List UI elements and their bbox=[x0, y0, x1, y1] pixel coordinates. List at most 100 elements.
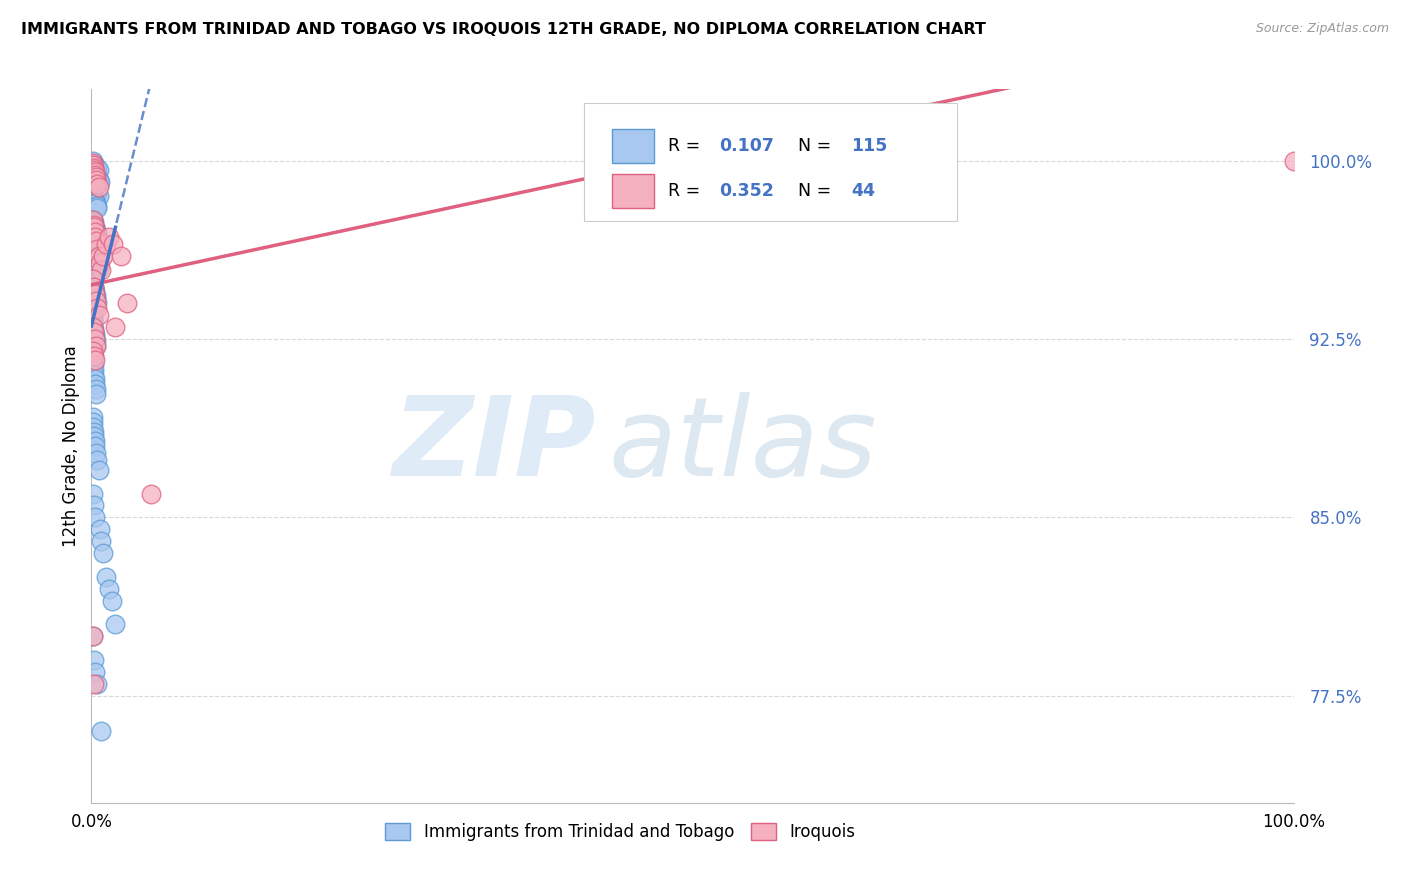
Point bbox=[84, 251, 107, 265]
Point bbox=[83, 170, 105, 185]
Point bbox=[86, 301, 108, 315]
Point bbox=[84, 163, 107, 178]
Point bbox=[82, 275, 104, 289]
Point bbox=[84, 285, 107, 299]
Point bbox=[84, 182, 107, 196]
Point bbox=[83, 358, 105, 372]
Point bbox=[84, 510, 107, 524]
Point bbox=[89, 256, 111, 270]
Point bbox=[84, 158, 107, 172]
Point bbox=[83, 279, 105, 293]
Point bbox=[84, 172, 107, 186]
Point bbox=[82, 320, 104, 334]
Point bbox=[83, 192, 105, 206]
Legend: Immigrants from Trinidad and Tobago, Iroquois: Immigrants from Trinidad and Tobago, Iro… bbox=[378, 816, 862, 848]
Point bbox=[84, 286, 107, 301]
Point bbox=[83, 179, 105, 194]
Point bbox=[82, 349, 104, 363]
Point bbox=[84, 186, 107, 201]
Point bbox=[83, 653, 105, 667]
Point bbox=[84, 196, 107, 211]
Bar bbox=[612, 174, 654, 209]
Point bbox=[86, 170, 108, 185]
Point bbox=[83, 325, 105, 339]
Point bbox=[84, 665, 107, 679]
Point bbox=[83, 349, 105, 363]
Point bbox=[84, 185, 107, 199]
Text: 44: 44 bbox=[851, 182, 875, 200]
Bar bbox=[612, 129, 654, 163]
Point bbox=[84, 372, 107, 386]
Point bbox=[94, 570, 117, 584]
Point bbox=[89, 522, 111, 536]
Point bbox=[1282, 153, 1305, 168]
Point bbox=[83, 499, 105, 513]
Point bbox=[84, 446, 107, 460]
Point bbox=[82, 213, 104, 227]
Point bbox=[90, 263, 112, 277]
Text: 0.107: 0.107 bbox=[718, 137, 773, 155]
Point bbox=[86, 199, 108, 213]
Point bbox=[87, 179, 110, 194]
Point bbox=[83, 322, 105, 336]
Point bbox=[89, 175, 111, 189]
Point bbox=[83, 244, 105, 258]
Point bbox=[82, 343, 104, 358]
Point bbox=[83, 215, 105, 229]
Point bbox=[84, 229, 107, 244]
Point bbox=[84, 286, 107, 301]
Point bbox=[84, 235, 107, 249]
Point bbox=[84, 289, 107, 303]
Point bbox=[84, 353, 107, 368]
Point bbox=[84, 222, 107, 236]
Point bbox=[83, 161, 105, 175]
Point bbox=[84, 339, 107, 353]
Point bbox=[86, 242, 108, 256]
Point bbox=[83, 279, 105, 293]
Point bbox=[82, 215, 104, 229]
Point bbox=[84, 163, 107, 178]
Point bbox=[82, 192, 104, 206]
Point bbox=[84, 382, 107, 396]
Text: IMMIGRANTS FROM TRINIDAD AND TOBAGO VS IROQUOIS 12TH GRADE, NO DIPLOMA CORRELATI: IMMIGRANTS FROM TRINIDAD AND TOBAGO VS I… bbox=[21, 22, 986, 37]
Point bbox=[84, 194, 107, 208]
Point bbox=[86, 161, 108, 175]
Point bbox=[86, 227, 108, 242]
Point bbox=[82, 308, 104, 322]
Text: atlas: atlas bbox=[609, 392, 877, 500]
Point bbox=[82, 239, 104, 253]
Point bbox=[84, 172, 107, 186]
Point bbox=[82, 272, 104, 286]
Point bbox=[98, 229, 121, 244]
Point bbox=[84, 182, 107, 196]
Point bbox=[86, 201, 108, 215]
Point bbox=[84, 439, 107, 453]
Point bbox=[82, 165, 104, 179]
Point bbox=[84, 249, 107, 263]
Point bbox=[98, 582, 121, 596]
Point bbox=[87, 178, 110, 192]
Point bbox=[84, 386, 107, 401]
Point bbox=[82, 156, 104, 170]
Point bbox=[84, 222, 107, 236]
Text: R =: R = bbox=[668, 137, 706, 155]
Point bbox=[94, 236, 117, 251]
Y-axis label: 12th Grade, No Diploma: 12th Grade, No Diploma bbox=[62, 345, 80, 547]
Point bbox=[86, 229, 108, 244]
Point bbox=[83, 677, 105, 691]
Point bbox=[84, 339, 107, 353]
Point bbox=[84, 329, 107, 343]
Point bbox=[82, 158, 104, 172]
Point bbox=[84, 168, 107, 182]
Point bbox=[82, 189, 104, 203]
FancyBboxPatch shape bbox=[585, 103, 957, 221]
Point bbox=[90, 724, 112, 739]
Text: R =: R = bbox=[668, 182, 706, 200]
Point bbox=[82, 486, 104, 500]
Point bbox=[86, 256, 108, 270]
Point bbox=[86, 186, 108, 201]
Point bbox=[82, 242, 104, 256]
Point bbox=[110, 249, 132, 263]
Point bbox=[87, 172, 110, 186]
Point bbox=[82, 277, 104, 292]
